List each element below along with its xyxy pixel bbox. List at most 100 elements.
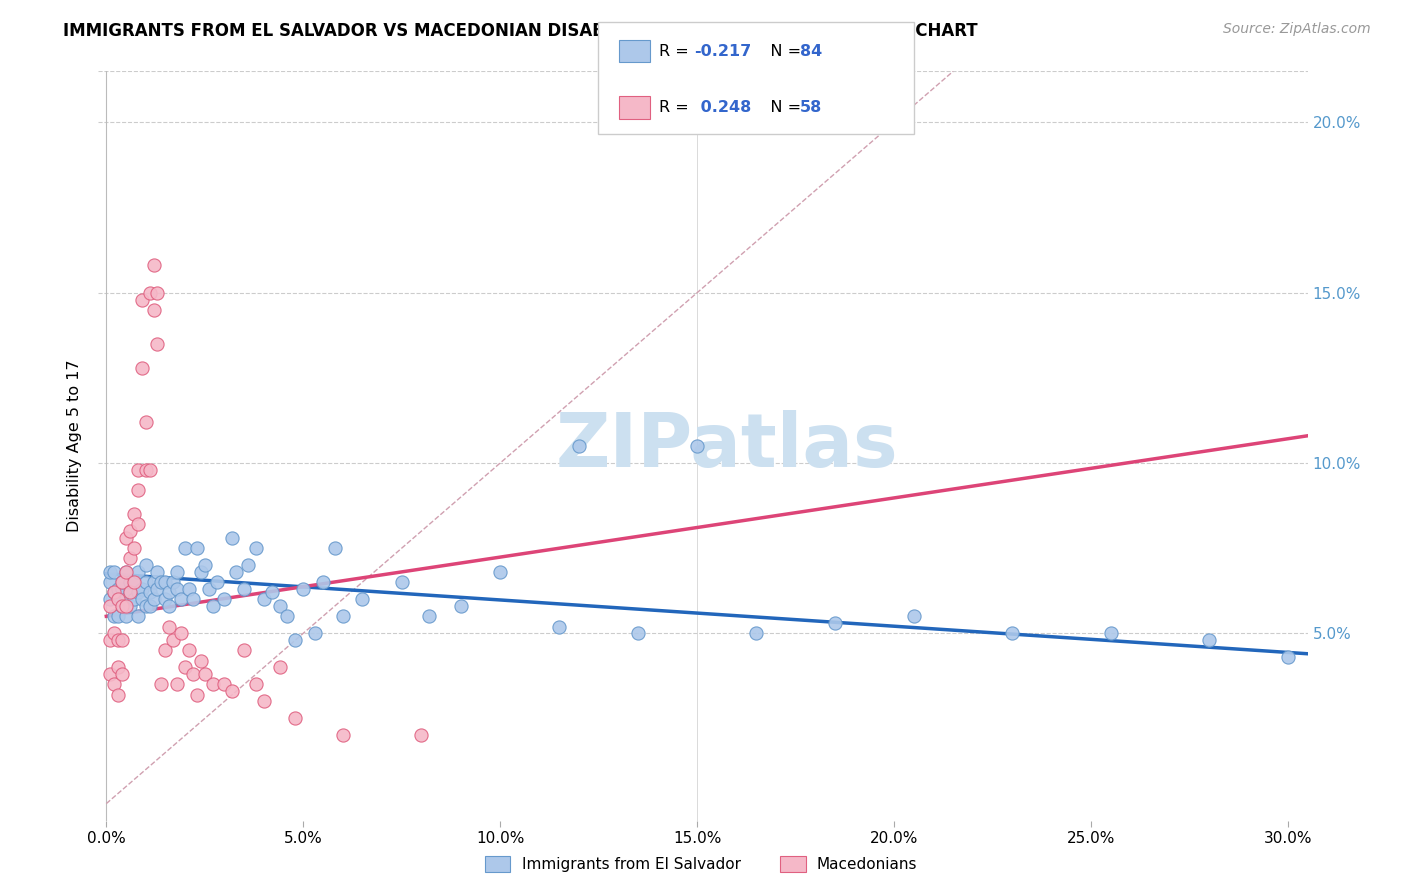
Point	[166, 677, 188, 691]
Point	[122, 575, 145, 590]
Point	[122, 592, 145, 607]
Point	[135, 575, 157, 590]
Point	[411, 729, 433, 743]
Point	[260, 585, 283, 599]
Point	[103, 609, 125, 624]
Point	[253, 592, 276, 607]
Point	[233, 643, 256, 657]
Point	[118, 599, 141, 613]
Point	[157, 619, 180, 633]
Point	[115, 599, 138, 613]
Point	[391, 575, 413, 590]
Point	[162, 633, 184, 648]
Point	[98, 565, 121, 579]
Point	[138, 599, 160, 613]
Point	[146, 285, 169, 300]
Text: Macedonians: Macedonians	[817, 857, 917, 871]
Point	[1001, 626, 1024, 640]
Point	[107, 592, 129, 607]
Point	[111, 633, 134, 648]
Point	[190, 654, 212, 668]
Text: 58: 58	[800, 100, 823, 115]
Point	[186, 541, 208, 556]
Point	[352, 592, 374, 607]
Point	[155, 592, 177, 607]
Text: -0.217: -0.217	[695, 44, 752, 59]
Point	[103, 677, 125, 691]
Point	[1277, 650, 1299, 665]
Point	[142, 575, 165, 590]
Text: R =: R =	[659, 44, 695, 59]
Point	[98, 667, 121, 681]
Point	[194, 667, 217, 681]
Point	[245, 541, 267, 556]
Point	[548, 619, 571, 633]
Point	[304, 626, 326, 640]
Point	[103, 565, 125, 579]
Point	[107, 582, 129, 596]
Point	[127, 565, 149, 579]
Point	[150, 575, 173, 590]
Point	[118, 585, 141, 599]
Text: N =: N =	[755, 44, 806, 59]
Point	[111, 599, 134, 613]
Point	[190, 565, 212, 579]
Point	[135, 599, 157, 613]
Y-axis label: Disability Age 5 to 17: Disability Age 5 to 17	[67, 359, 83, 533]
Point	[118, 575, 141, 590]
Point	[107, 633, 129, 648]
Point	[276, 609, 298, 624]
Point	[111, 667, 134, 681]
Point	[269, 660, 291, 674]
Point	[269, 599, 291, 613]
Point	[177, 582, 200, 596]
Point	[138, 285, 160, 300]
Point	[118, 585, 141, 599]
Point	[162, 575, 184, 590]
Point	[174, 541, 197, 556]
Point	[142, 302, 165, 317]
Point	[115, 565, 138, 579]
Point	[155, 575, 177, 590]
Point	[135, 558, 157, 573]
Point	[568, 439, 591, 453]
Point	[903, 609, 925, 624]
Point	[166, 582, 188, 596]
Point	[115, 531, 138, 545]
Point	[98, 599, 121, 613]
Point	[1099, 626, 1122, 640]
Point	[489, 565, 512, 579]
Point	[142, 259, 165, 273]
Point	[323, 541, 346, 556]
Point	[98, 575, 121, 590]
Point	[131, 582, 153, 596]
Point	[174, 660, 197, 674]
Point	[1198, 633, 1220, 648]
Point	[146, 582, 169, 596]
Point	[245, 677, 267, 691]
Point	[197, 582, 219, 596]
Point	[122, 541, 145, 556]
Point	[142, 592, 165, 607]
Point	[131, 360, 153, 375]
Text: 84: 84	[800, 44, 823, 59]
Point	[107, 609, 129, 624]
Point	[233, 582, 256, 596]
Point	[131, 293, 153, 307]
Point	[181, 667, 204, 681]
Point	[107, 592, 129, 607]
Point	[138, 463, 160, 477]
Text: N =: N =	[755, 100, 806, 115]
Point	[115, 609, 138, 624]
Point	[111, 575, 134, 590]
Point	[138, 585, 160, 599]
Point	[745, 626, 768, 640]
Point	[450, 599, 472, 613]
Point	[170, 626, 193, 640]
Text: Source: ZipAtlas.com: Source: ZipAtlas.com	[1223, 22, 1371, 37]
Text: ZIPatlas: ZIPatlas	[555, 409, 898, 483]
Point	[122, 507, 145, 521]
Point	[127, 463, 149, 477]
Point	[686, 439, 709, 453]
Point	[146, 565, 169, 579]
